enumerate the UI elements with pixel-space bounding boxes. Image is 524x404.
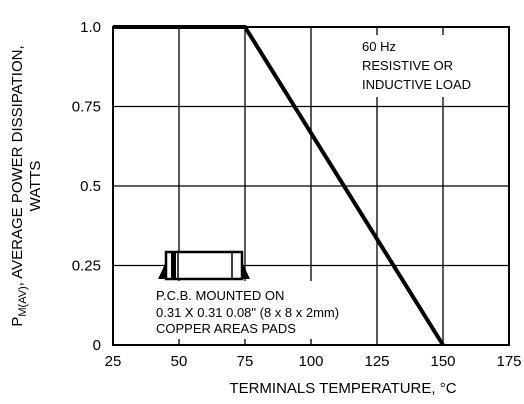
y-tick-label: 1.0 bbox=[80, 19, 101, 36]
x-tick-label: 75 bbox=[237, 353, 254, 370]
package-icon bbox=[148, 250, 260, 281]
y-axis-label-prefix: P bbox=[9, 317, 26, 327]
y-tick-label: 0.5 bbox=[80, 178, 101, 195]
y-axis-label-rest: , AVERAGE POWER DISSIPATION, bbox=[9, 45, 26, 286]
svg-text:PM(AV), AVERAGE POWER DISSIPAT: PM(AV), AVERAGE POWER DISSIPATION, bbox=[9, 45, 29, 326]
x-axis-label: TERMINALS TEMPERATURE, °C bbox=[229, 380, 456, 397]
y-tick-label: 0.25 bbox=[72, 258, 101, 275]
conditions-line-3: INDUCTIVE LOAD bbox=[362, 77, 471, 92]
conditions-line-2: RESISTIVE OR bbox=[362, 58, 453, 73]
tick-labels: 25 50 75 100 125 150 175 0 0.25 0.5 0.75 1.0 bbox=[72, 19, 522, 370]
y-axis-label-line2: WATTS bbox=[27, 161, 44, 212]
derating-curve bbox=[113, 25, 445, 347]
mounting-annotation: P.C.B. MOUNTED ON 0.31 X 0.31 0.08" (8 x… bbox=[148, 250, 339, 339]
x-tick-label: 100 bbox=[298, 353, 323, 370]
series-layer bbox=[113, 25, 445, 347]
conditions-line-1: 60 Hz bbox=[362, 39, 396, 54]
mounting-line-2: 0.31 X 0.31 0.08" (8 x 8 x 2mm) bbox=[156, 305, 339, 320]
mounting-line-1: P.C.B. MOUNTED ON bbox=[156, 288, 284, 303]
x-tick-label: 175 bbox=[496, 353, 521, 370]
y-axis-label: PM(AV), AVERAGE POWER DISSIPATION, WATTS bbox=[9, 45, 44, 326]
plot-frame bbox=[112, 26, 510, 346]
y-axis-label-subscript: M(AV) bbox=[17, 286, 29, 316]
conditions-annotation: 60 Hz RESISTIVE OR INDUCTIVE LOAD bbox=[354, 35, 504, 97]
x-tick-label: 125 bbox=[364, 353, 389, 370]
x-tick-label: 150 bbox=[430, 353, 455, 370]
x-tick-label: 50 bbox=[171, 353, 188, 370]
y-tick-label: 0.75 bbox=[72, 99, 101, 116]
y-tick-label: 0 bbox=[93, 337, 101, 354]
mounting-line-3: COPPER AREAS PADS bbox=[156, 321, 296, 336]
x-tick-label: 25 bbox=[105, 353, 122, 370]
